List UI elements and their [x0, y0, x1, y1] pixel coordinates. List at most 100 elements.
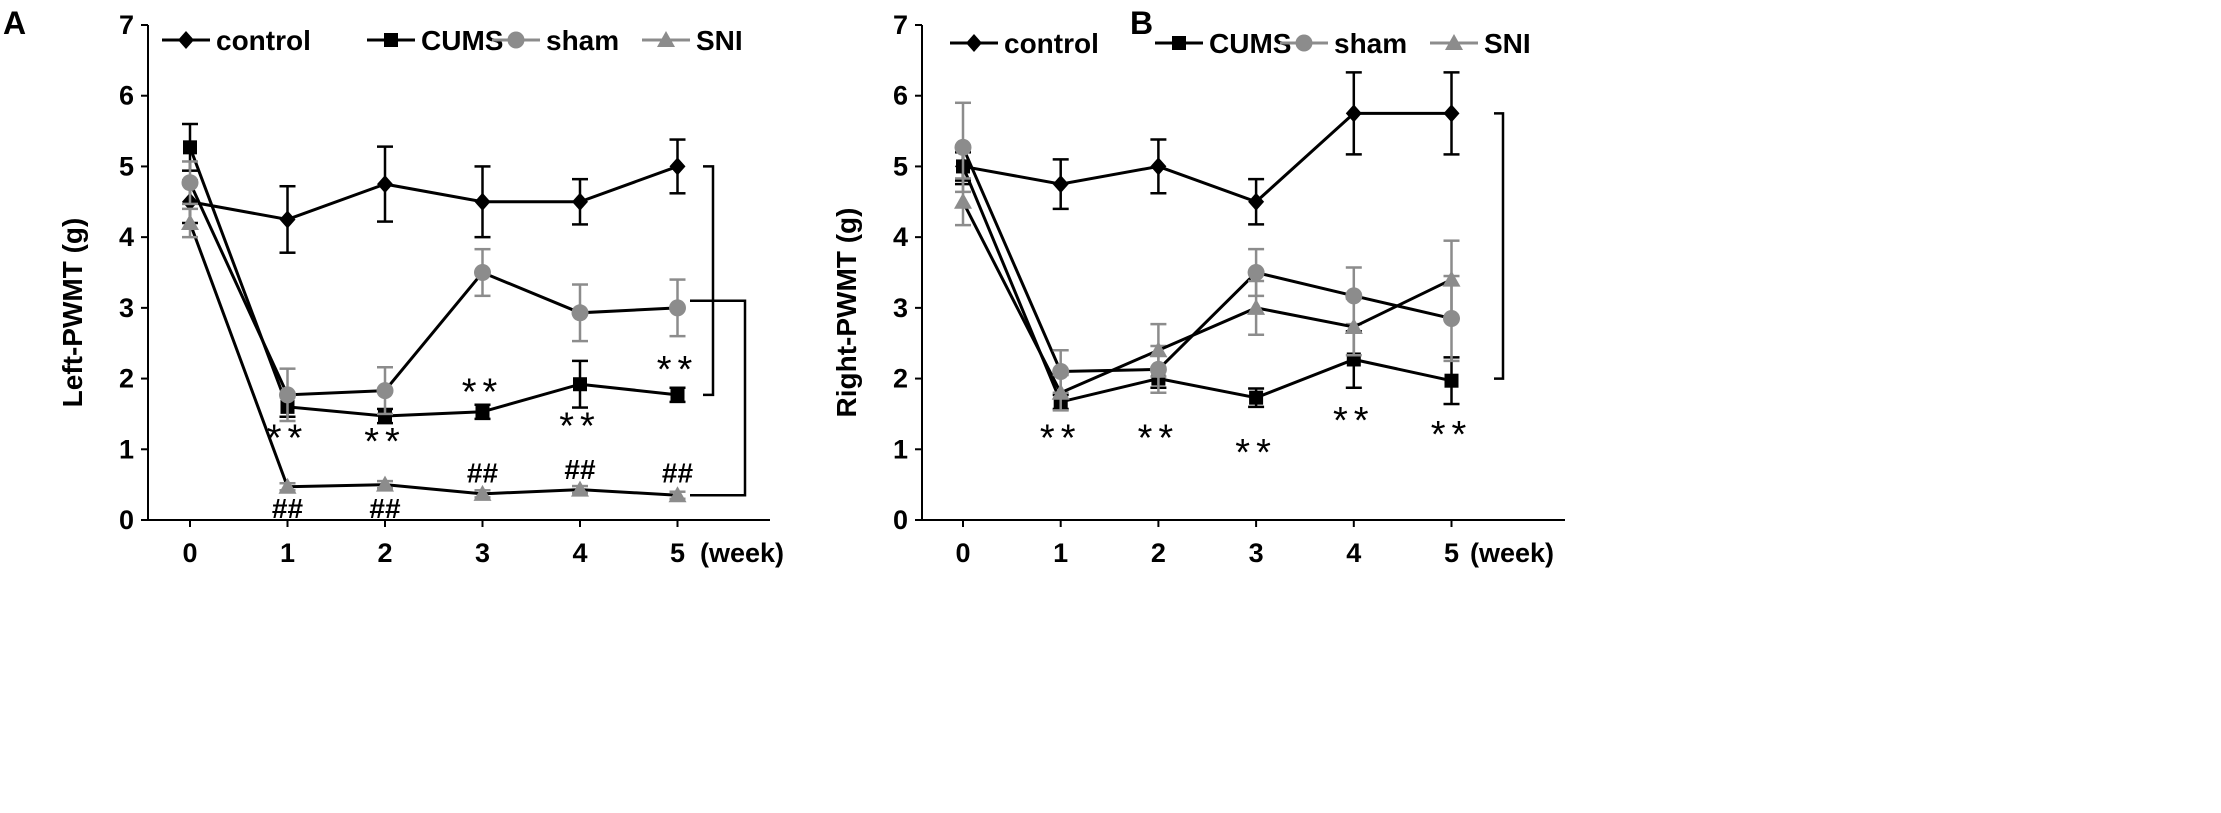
significance-annotation: ## [662, 458, 694, 489]
y-tick-label: 2 [893, 364, 908, 394]
series-line [189, 165, 679, 222]
legend-label: SNI [1484, 28, 1531, 59]
legend-item-cums: CUMS [1155, 28, 1291, 59]
data-point [1248, 192, 1265, 211]
significance-annotation: ** [1333, 400, 1375, 442]
x-tick-label: 4 [572, 538, 587, 568]
chart-panel-a: 0 1 2 3 4 5 6 7 0 1 2 3 4 5 (week) Left-PWMT (g) ** ** ** *… [57, 10, 784, 568]
y-axis-label: Left-PWMT (g) [57, 218, 88, 408]
data-point [1149, 341, 1168, 358]
significance-annotation: ## [467, 458, 499, 489]
significance-annotation: ** [364, 421, 406, 463]
legend-item-sham: sham [1280, 28, 1407, 59]
data-point [1247, 298, 1266, 315]
y-tick-label: 1 [119, 434, 134, 464]
y-axis-label: Right-PWMT (g) [831, 208, 862, 418]
significance-annotation: ** [657, 349, 699, 391]
x-tick-label: 1 [280, 538, 295, 568]
data-point [473, 484, 492, 501]
legend: control CUMS sham SNI [950, 28, 1531, 59]
series-cums [182, 122, 686, 425]
x-tick-label: 5 [670, 538, 685, 568]
legend-marker [657, 31, 675, 47]
y-tick-label: 0 [119, 505, 134, 535]
data-point [1344, 317, 1363, 334]
data-point [1051, 383, 1070, 400]
data-point [378, 409, 392, 424]
legend-label: CUMS [421, 25, 503, 56]
legend-marker [1295, 34, 1313, 52]
y-tick-label: 6 [119, 81, 134, 111]
legend-item-cums: CUMS [367, 25, 503, 56]
series-line [188, 222, 678, 497]
legend-marker [384, 33, 398, 47]
legend-marker [507, 31, 525, 49]
data-point [1442, 270, 1461, 287]
significance-annotation: ## [369, 493, 401, 524]
x-tick-label: 3 [475, 538, 490, 568]
legend-marker [1172, 36, 1186, 50]
data-point [474, 192, 491, 211]
data-point [1150, 157, 1167, 176]
data-point [670, 387, 685, 402]
x-axis-label: (week) [700, 538, 784, 568]
y-tick-label: 3 [119, 293, 134, 323]
data-point [573, 377, 587, 392]
data-point [1249, 390, 1264, 405]
y-tick-label: 4 [119, 222, 134, 252]
significance-annotation: ** [1138, 418, 1180, 460]
legend-label: CUMS [1209, 28, 1291, 59]
series-line [961, 165, 1452, 404]
data-point [1444, 373, 1459, 388]
series-sni [181, 207, 687, 503]
y-tick-label: 5 [893, 151, 908, 181]
data-point [474, 264, 491, 281]
data-point [572, 192, 588, 211]
data-point [475, 404, 490, 419]
data-point [279, 210, 296, 229]
y-tick-label: 5 [119, 151, 134, 181]
significance-bracket [703, 165, 715, 397]
significance-bracket [1494, 112, 1505, 380]
data-point [181, 214, 199, 230]
data-point [954, 138, 972, 156]
y-tick-label: 1 [893, 434, 908, 464]
legend-label: sham [1334, 28, 1407, 59]
y-tick-label: 6 [893, 81, 908, 111]
data-point [181, 174, 199, 192]
data-point [571, 480, 589, 497]
y-tick-label: 7 [893, 10, 908, 40]
x-tick-label: 2 [377, 538, 392, 568]
data-point [376, 475, 394, 492]
chart-panel-b: 0 1 2 3 4 5 6 7 0 1 2 3 4 5 (week) Right-PWMT (g) ** ** **… [831, 10, 1565, 568]
y-tick-label: 2 [119, 364, 134, 394]
data-point [1052, 175, 1069, 194]
x-tick-label: 4 [1346, 538, 1361, 568]
data-point [571, 304, 589, 322]
panel-label-a: A [3, 5, 26, 41]
significance-annotation: ## [564, 454, 596, 485]
data-point [1443, 104, 1460, 123]
significance-annotation: ** [559, 406, 601, 448]
series-control [182, 138, 686, 254]
legend-marker [966, 34, 982, 52]
series-sham [181, 160, 686, 423]
legend-label: sham [546, 25, 619, 56]
x-tick-label: 2 [1151, 538, 1166, 568]
y-tick-label: 0 [893, 505, 908, 535]
series-line [962, 111, 1452, 204]
legend-label: control [216, 25, 311, 56]
data-point [668, 486, 687, 503]
x-tick-label: 0 [182, 538, 197, 568]
series-line [961, 146, 1452, 374]
data-point [278, 477, 297, 494]
series-sham [954, 101, 1460, 394]
x-tick-label: 5 [1444, 538, 1459, 568]
legend-marker [1445, 34, 1463, 50]
data-point [279, 386, 296, 404]
significance-annotation: ** [1235, 432, 1277, 474]
data-point [1345, 104, 1362, 123]
series-line [961, 201, 1453, 395]
legend-label: control [1004, 28, 1099, 59]
legend: control CUMS sham SNI [162, 25, 743, 56]
